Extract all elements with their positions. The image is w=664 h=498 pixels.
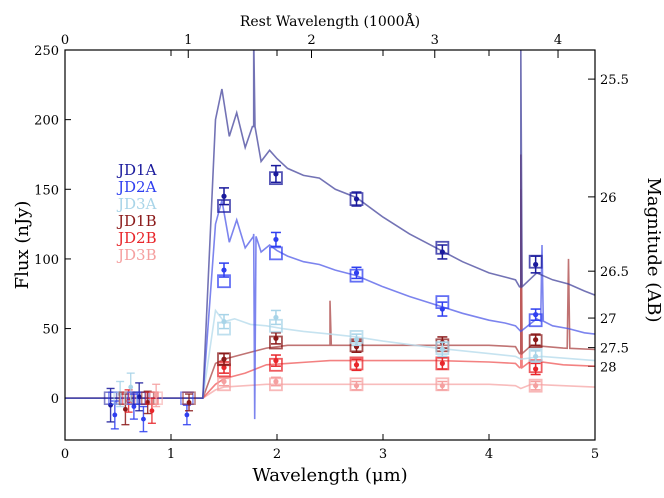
x-tick-label: 2 (273, 447, 281, 462)
data-point (533, 337, 539, 343)
mag-tick-label: 26.5 (600, 265, 629, 280)
plot-area (65, 50, 595, 433)
mag-tick-label: 27.5 (600, 342, 629, 357)
y-tick-label: 150 (34, 183, 59, 198)
mag-tick-label: 27 (600, 312, 617, 327)
data-point (184, 412, 190, 418)
top-tick-label: 2 (307, 33, 315, 48)
plot-frame (64, 49, 596, 441)
data-point (221, 364, 227, 371)
data-point (353, 196, 360, 202)
data-point (186, 399, 192, 405)
x-tick-label: 0 (61, 447, 69, 462)
legend-entry-jd1a: JD1A (116, 161, 157, 179)
top-tick-label: 4 (554, 33, 562, 48)
model-spectrum-jd1b (65, 154, 595, 399)
right-axis-title: Magnitude (AB) (643, 177, 664, 322)
model-photometry-square (269, 246, 283, 261)
data-point (273, 171, 279, 177)
data-point (533, 383, 539, 389)
legend-entry-jd2b: JD2B (116, 229, 157, 247)
data-point (221, 378, 227, 385)
data-point (221, 267, 227, 273)
model-spectrum-jd2a (65, 200, 595, 420)
y-tick-label: 250 (34, 44, 59, 59)
x-axis-title: Wavelength (μm) (252, 465, 407, 486)
data-point (153, 393, 159, 398)
mag-tick-label: 25.5 (600, 73, 629, 88)
mag-tick-label: 26 (600, 191, 617, 206)
data-point (273, 378, 279, 385)
data-point (439, 306, 445, 312)
x-tick-label: 4 (485, 447, 493, 462)
data-point (353, 337, 360, 343)
data-point (353, 270, 360, 276)
data-point (533, 312, 539, 318)
data-point (273, 314, 279, 321)
data-point (221, 356, 227, 362)
y-tick-label: 50 (42, 323, 59, 338)
top-tick-label: 0 (61, 33, 69, 48)
y-tick-label: 0 (51, 392, 59, 407)
data-point (273, 236, 279, 243)
top-tick-label: 1 (184, 33, 192, 48)
data-point (221, 193, 227, 199)
legend-entry-jd2a: JD2A (116, 178, 157, 196)
y-axis-title: Flux (nJy) (12, 201, 33, 290)
data-point (439, 346, 445, 353)
top-axis-title: Rest Wavelength (1000Å) (240, 12, 420, 30)
data-point (131, 404, 137, 409)
data-point (141, 416, 146, 422)
data-point (439, 249, 445, 255)
data-point (353, 362, 360, 368)
legend-entry-jd3a: JD3A (116, 195, 157, 213)
y-tick-label: 100 (34, 253, 59, 268)
data-point (149, 408, 155, 414)
x-tick-label: 1 (167, 447, 175, 462)
y-tick-label: 200 (34, 114, 59, 129)
data-point (533, 366, 539, 372)
data-point (533, 261, 539, 268)
data-point (128, 384, 134, 390)
mag-tick-label: 28 (600, 360, 617, 375)
data-point (273, 358, 279, 364)
data-point (439, 383, 445, 389)
x-tick-label: 5 (591, 447, 599, 462)
data-point (439, 360, 445, 366)
model-spectrum-jd3b (65, 383, 595, 399)
x-tick-label: 3 (379, 447, 387, 462)
model-spectrum-jd1a (65, 50, 595, 399)
data-point (273, 335, 279, 341)
data-point (123, 406, 128, 412)
data-point (533, 353, 539, 360)
data-point (221, 319, 227, 325)
legend-entry-jd3b: JD3B (116, 246, 157, 264)
top-tick-label: 3 (431, 33, 439, 48)
data-point (353, 383, 360, 389)
model-photometry-square (528, 378, 543, 393)
data-point (112, 412, 118, 418)
legend-entry-jd1b: JD1B (116, 212, 157, 230)
